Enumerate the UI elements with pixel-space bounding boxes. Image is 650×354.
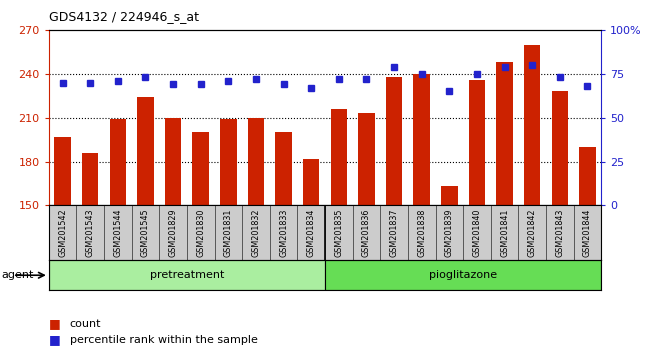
Text: ■: ■ — [49, 333, 60, 346]
Text: GSM201837: GSM201837 — [389, 209, 398, 257]
Bar — [192, 132, 209, 354]
Text: ■: ■ — [49, 318, 60, 330]
Text: GSM201545: GSM201545 — [141, 209, 150, 257]
Bar — [220, 119, 237, 354]
Text: percentile rank within the sample: percentile rank within the sample — [70, 335, 257, 345]
Text: GSM201835: GSM201835 — [334, 209, 343, 257]
Text: GSM201833: GSM201833 — [279, 209, 288, 257]
Text: GSM201543: GSM201543 — [86, 209, 95, 257]
Text: GSM201544: GSM201544 — [113, 209, 122, 257]
Bar — [54, 137, 71, 354]
Text: agent: agent — [1, 270, 34, 280]
Text: GSM201829: GSM201829 — [168, 209, 177, 257]
Text: GSM201842: GSM201842 — [528, 209, 537, 257]
Bar — [82, 153, 99, 354]
Text: GSM201843: GSM201843 — [555, 209, 564, 257]
Bar — [325, 260, 601, 290]
Bar — [137, 97, 154, 354]
Text: GSM201838: GSM201838 — [417, 209, 426, 257]
Text: GSM201831: GSM201831 — [224, 209, 233, 257]
Text: GSM201840: GSM201840 — [473, 209, 482, 257]
Text: count: count — [70, 319, 101, 329]
Bar — [276, 132, 292, 354]
Text: GSM201830: GSM201830 — [196, 209, 205, 257]
Bar — [109, 119, 126, 354]
Bar — [579, 147, 595, 354]
Bar — [358, 113, 374, 354]
Text: GSM201836: GSM201836 — [362, 209, 371, 257]
Bar — [385, 77, 402, 354]
Bar — [469, 80, 485, 354]
Bar — [303, 159, 319, 354]
Bar — [330, 109, 347, 354]
Bar — [524, 45, 541, 354]
Text: pretreatment: pretreatment — [150, 270, 224, 280]
Bar — [497, 62, 513, 354]
Text: GSM201832: GSM201832 — [252, 209, 261, 257]
Bar — [551, 91, 568, 354]
Text: pioglitazone: pioglitazone — [429, 270, 497, 280]
Text: GSM201844: GSM201844 — [583, 209, 592, 257]
Bar — [165, 118, 181, 354]
Text: GSM201841: GSM201841 — [500, 209, 509, 257]
Text: GSM201834: GSM201834 — [307, 209, 316, 257]
Text: GSM201542: GSM201542 — [58, 209, 67, 257]
Bar — [441, 186, 458, 354]
Text: GSM201839: GSM201839 — [445, 209, 454, 257]
Bar — [248, 118, 264, 354]
Text: GDS4132 / 224946_s_at: GDS4132 / 224946_s_at — [49, 10, 199, 23]
Bar — [49, 260, 325, 290]
Bar — [413, 74, 430, 354]
